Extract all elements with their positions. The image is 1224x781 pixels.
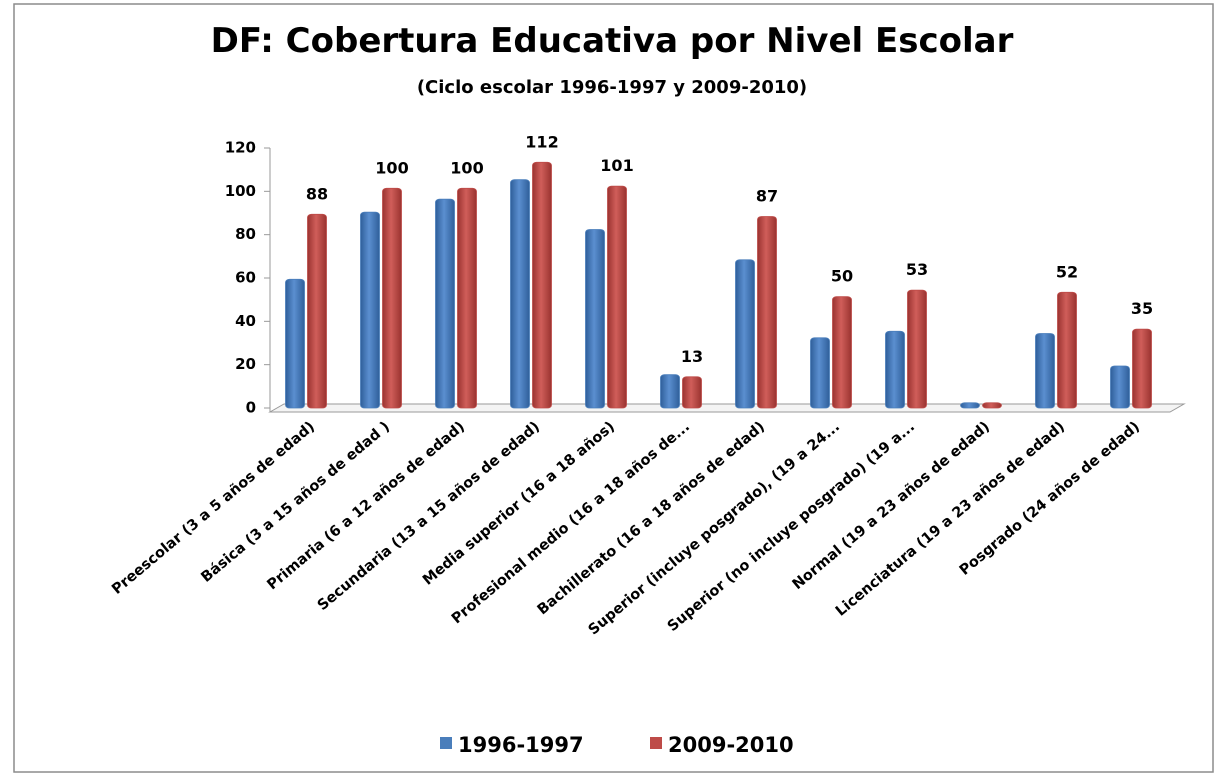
bar	[810, 337, 830, 409]
bar	[457, 187, 477, 409]
value-label: 53	[906, 260, 928, 279]
value-label: 35	[1131, 299, 1153, 318]
bar	[682, 376, 702, 409]
bar	[1057, 291, 1077, 409]
value-label: 112	[525, 132, 558, 151]
bar	[435, 198, 455, 409]
bar	[1110, 365, 1130, 409]
y-tick-label: 100	[225, 182, 256, 200]
bar	[907, 289, 927, 409]
value-label: 50	[831, 267, 853, 286]
value-label: 88	[306, 184, 328, 203]
value-label: 100	[375, 158, 408, 177]
bar	[510, 179, 530, 409]
y-tick-label: 20	[235, 355, 256, 373]
y-tick-label: 120	[225, 139, 256, 157]
bar	[757, 216, 777, 409]
bar	[1132, 328, 1152, 409]
y-tick-label: 80	[235, 225, 256, 243]
value-label: 13	[681, 347, 703, 366]
bar	[960, 402, 980, 409]
bar	[360, 211, 380, 409]
bar	[585, 229, 605, 409]
bar	[285, 278, 305, 409]
bar	[1035, 333, 1055, 409]
bar	[307, 213, 327, 409]
chart-subtitle: (Ciclo escolar 1996-1997 y 2009-2010)	[417, 77, 807, 98]
bar	[382, 187, 402, 409]
legend-label: 2009-2010	[668, 733, 794, 757]
value-label: 101	[600, 156, 633, 175]
y-tick-label: 0	[246, 399, 256, 417]
floor	[268, 403, 1186, 413]
bar	[982, 402, 1002, 409]
value-label: 52	[1056, 262, 1078, 281]
legend-label: 1996-1997	[458, 733, 584, 757]
bar	[532, 161, 552, 409]
bar	[660, 374, 680, 409]
bar	[735, 259, 755, 409]
value-label: 100	[450, 158, 483, 177]
legend-swatch	[650, 737, 662, 749]
y-tick-label: 60	[235, 269, 256, 287]
bar	[607, 185, 627, 409]
y-tick-label: 40	[235, 312, 256, 330]
bar	[832, 296, 852, 409]
value-label: 87	[756, 187, 778, 206]
legend-swatch	[440, 737, 452, 749]
bar	[885, 330, 905, 409]
chart-title: DF: Cobertura Educativa por Nivel Escola…	[211, 21, 1014, 61]
